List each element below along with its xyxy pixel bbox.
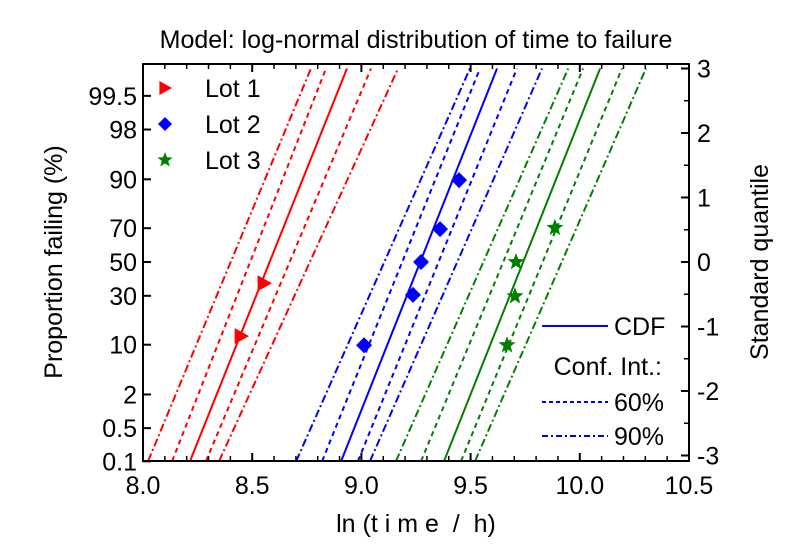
y-tick-label: 98 [109, 117, 137, 145]
y-axis-right: 3 2 1 0 -1 -2 -3 [681, 56, 719, 471]
lot-1-ci90-line [218, 68, 400, 462]
legend-label-lot-2: Lot 2 [205, 111, 261, 139]
lot-3-data-point [546, 218, 564, 236]
lot-1-ci60-line [171, 68, 327, 462]
y-tick-label: 10 [109, 332, 137, 360]
y-tick-label: 99.5 [88, 83, 137, 111]
x-axis-title: ln (t i m e / h) [336, 510, 496, 538]
lot-1-ci60-line [205, 68, 372, 462]
legend-label-lot-3: Lot 3 [205, 147, 261, 175]
x-tick-label: 10.5 [665, 472, 714, 500]
chart-title: Model: log-normal distribution of time t… [160, 26, 673, 54]
y2-tick-label: 3 [697, 56, 711, 84]
lot-3-ci90-line [474, 68, 647, 462]
y2-tick-label: -1 [697, 314, 719, 342]
y-tick-label: 2 [123, 381, 137, 409]
legend-label-lot-1: Lot 1 [205, 75, 261, 103]
legend-label-solid: CDF [614, 313, 665, 341]
y-tick-label: 0.1 [102, 448, 137, 476]
legend-marker-lot-1 [159, 81, 172, 95]
y2-axis-title: Standard quantile [746, 164, 774, 360]
x-axis: 8.0 8.5 9.0 9.5 10.0 10.5 [126, 64, 714, 500]
y2-tick-label: 1 [697, 185, 711, 213]
lot-1-data-point [257, 275, 272, 292]
y-tick-label: 0.5 [102, 415, 137, 443]
legend-heading: Conf. Int.: [554, 353, 662, 381]
legend-label-dashdot: 90% [614, 423, 664, 451]
lot-1-data-point [234, 328, 250, 345]
lot-3-ci60-line [460, 68, 623, 462]
y-tick-label: 50 [109, 249, 137, 277]
x-tick-label: 8.5 [235, 472, 270, 500]
x-tick-label: 9.0 [344, 472, 379, 500]
y-axis-title: Proportion failing (%) [40, 145, 68, 378]
lot-2-data-point [356, 337, 373, 354]
lot-2-ci90-line [295, 68, 471, 462]
x-tick-label: 8.0 [126, 472, 161, 500]
y-axis-left: 99.5 98 90 70 50 30 10 2 0.5 0.1 [88, 83, 151, 476]
lot-3-data-point [506, 287, 524, 304]
data-points [234, 172, 564, 354]
lot-2-data-point [432, 221, 449, 238]
legend-lots: Lot 1 Lot 2 Lot 3 [157, 75, 261, 175]
lot-1-ci90-line [147, 68, 312, 462]
y2-tick-label: -2 [697, 378, 719, 406]
lot-3-cdf-line [443, 68, 602, 462]
legend-marker-lot-3 [157, 152, 173, 167]
y-tick-label: 90 [109, 166, 137, 194]
lot-2-ci60-line [357, 68, 518, 462]
lot-2-data-point [413, 254, 430, 270]
lot-3-data-point [507, 253, 525, 270]
lot-3-data-point [498, 336, 516, 353]
legend-marker-lot-2 [158, 117, 172, 131]
legend-line-styles: CDF Conf. Int.: 60% 90% [542, 313, 665, 451]
lot-2-ci60-line [321, 68, 481, 462]
lot-2-ci90-line [369, 68, 543, 462]
lot-3-ci60-line [420, 68, 585, 462]
y-tick-label: 70 [109, 215, 137, 243]
y2-tick-label: -3 [697, 443, 719, 471]
y2-tick-label: 0 [697, 249, 711, 277]
lot-3-ci90-line [395, 68, 570, 462]
y-tick-label: 30 [109, 283, 137, 311]
x-tick-label: 10.0 [555, 472, 604, 500]
x-tick-label: 9.5 [453, 472, 488, 500]
y2-tick-label: 2 [697, 120, 711, 148]
lot-2-data-point [404, 286, 421, 303]
lot-1-cdf-line [189, 68, 348, 462]
lot-2-data-point [451, 172, 468, 189]
legend-label-dash: 60% [614, 389, 664, 417]
